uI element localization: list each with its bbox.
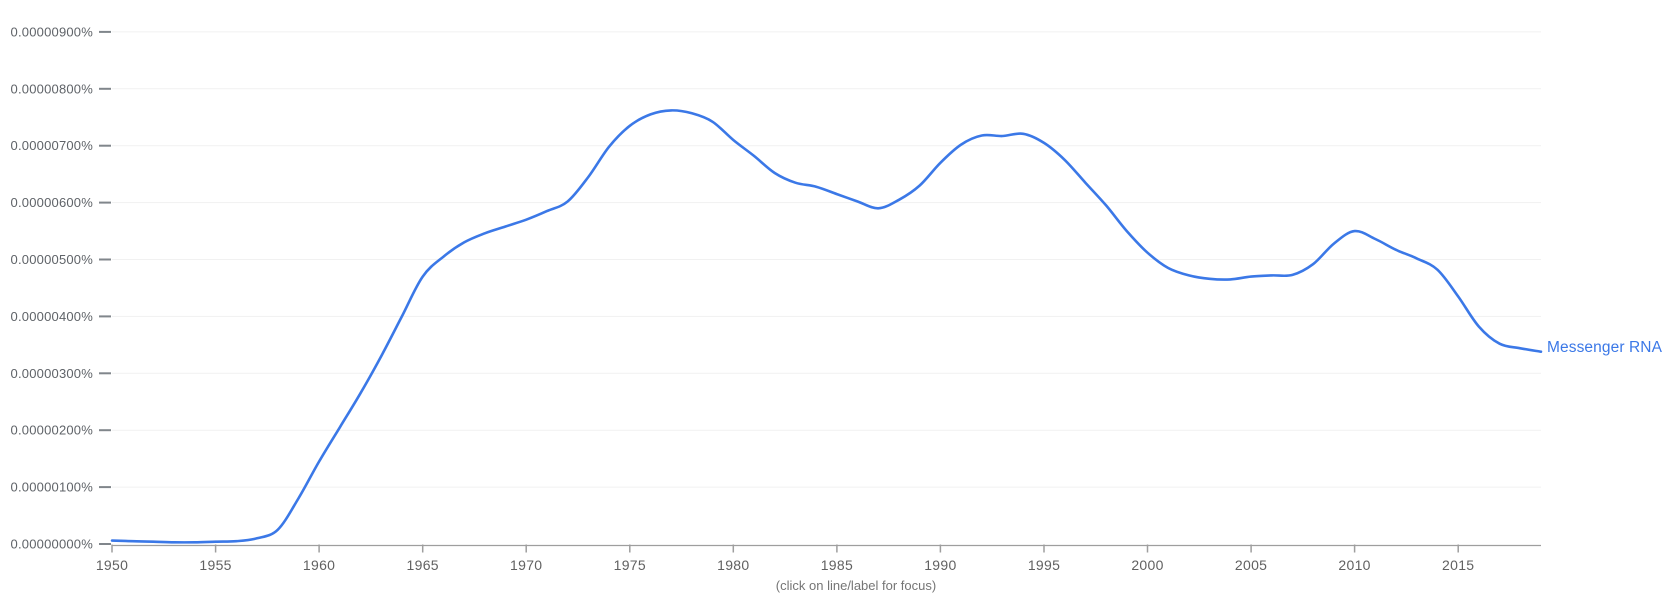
x-axis-tick-label: 1995 — [1028, 557, 1060, 573]
x-axis-tick-label: 1970 — [510, 557, 542, 573]
y-axis-tick-label: 0.00000600% — [11, 195, 94, 210]
x-axis-tick-label: 1950 — [96, 557, 128, 573]
y-axis-tick-label: 0.00000100% — [11, 480, 94, 495]
y-axis-tick-label: 0.00000700% — [11, 138, 94, 153]
x-axis-tick-label: 1990 — [924, 557, 956, 573]
x-axis-tick-label: 2010 — [1338, 557, 1370, 573]
y-axis-tick-label: 0.00000000% — [11, 537, 94, 552]
y-axis-tick-label: 0.00000800% — [11, 81, 94, 96]
x-axis-tick-label: 2015 — [1442, 557, 1474, 573]
x-axis-tick-label: 1975 — [614, 557, 646, 573]
focus-hint-text: (click on line/label for focus) — [775, 578, 937, 593]
x-axis-tick-label: 1960 — [303, 557, 335, 573]
x-axis-tick-label: 1985 — [821, 557, 853, 573]
y-axis-tick-label: 0.00000200% — [11, 423, 94, 438]
x-axis-tick-label: 2000 — [1131, 557, 1163, 573]
y-axis-tick-label: 0.00000400% — [11, 309, 94, 324]
x-axis-tick-label: 2005 — [1235, 557, 1267, 573]
x-axis-tick-label: 1965 — [407, 557, 439, 573]
x-axis-tick-label: 1980 — [717, 557, 749, 573]
y-axis-tick-label: 0.00000500% — [11, 252, 94, 267]
line-messenger-rna[interactable] — [110, 109, 1543, 544]
series-label-messenger-rna[interactable]: Messenger RNA — [1547, 339, 1663, 356]
y-axis-tick-label: 0.00000900% — [11, 24, 94, 39]
y-axis-tick-label: 0.00000300% — [11, 366, 94, 381]
x-axis-tick-label: 1955 — [199, 557, 231, 573]
